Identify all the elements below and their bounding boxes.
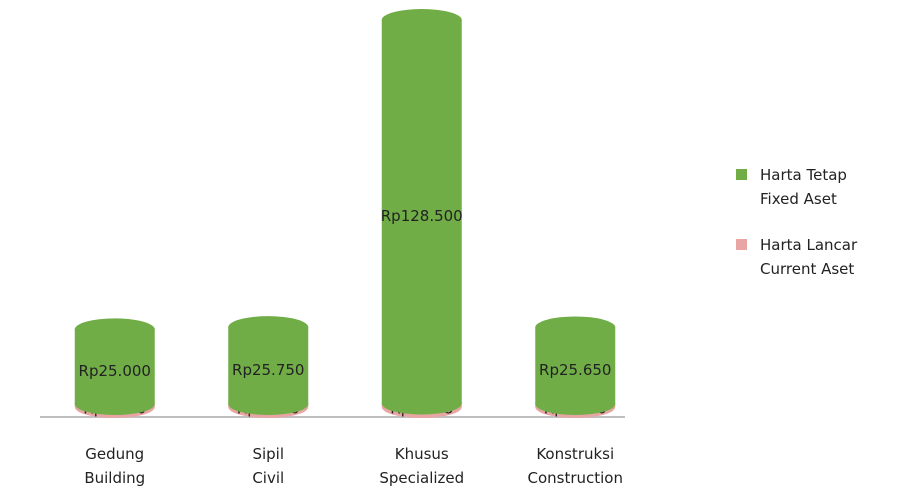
value-label: Rp25.650 xyxy=(539,361,611,379)
x-tick-label: Sipil Civil xyxy=(252,445,285,487)
legend-label: Harta Lancar Current Aset xyxy=(760,236,858,278)
bar xyxy=(74,329,155,405)
bar xyxy=(228,327,309,405)
legend-swatch xyxy=(736,239,747,250)
bar-top xyxy=(228,316,309,339)
value-label: Rp25.000 xyxy=(79,362,151,380)
value-label: Rp128.500 xyxy=(381,207,463,225)
bar xyxy=(381,20,462,404)
legend-label: Harta Tetap Fixed Aset xyxy=(760,166,847,208)
legend-swatch xyxy=(736,169,747,180)
x-tick-label: Khusus Specialized xyxy=(379,445,465,487)
x-tick-label: Konstruksi Construction xyxy=(527,445,623,487)
x-tick-label: Gedung Building xyxy=(84,445,146,487)
bar xyxy=(535,327,616,405)
bar-top xyxy=(535,316,616,339)
value-label: Rp25.750 xyxy=(232,361,304,379)
bar-top xyxy=(381,9,462,31)
bar-top xyxy=(74,318,155,341)
